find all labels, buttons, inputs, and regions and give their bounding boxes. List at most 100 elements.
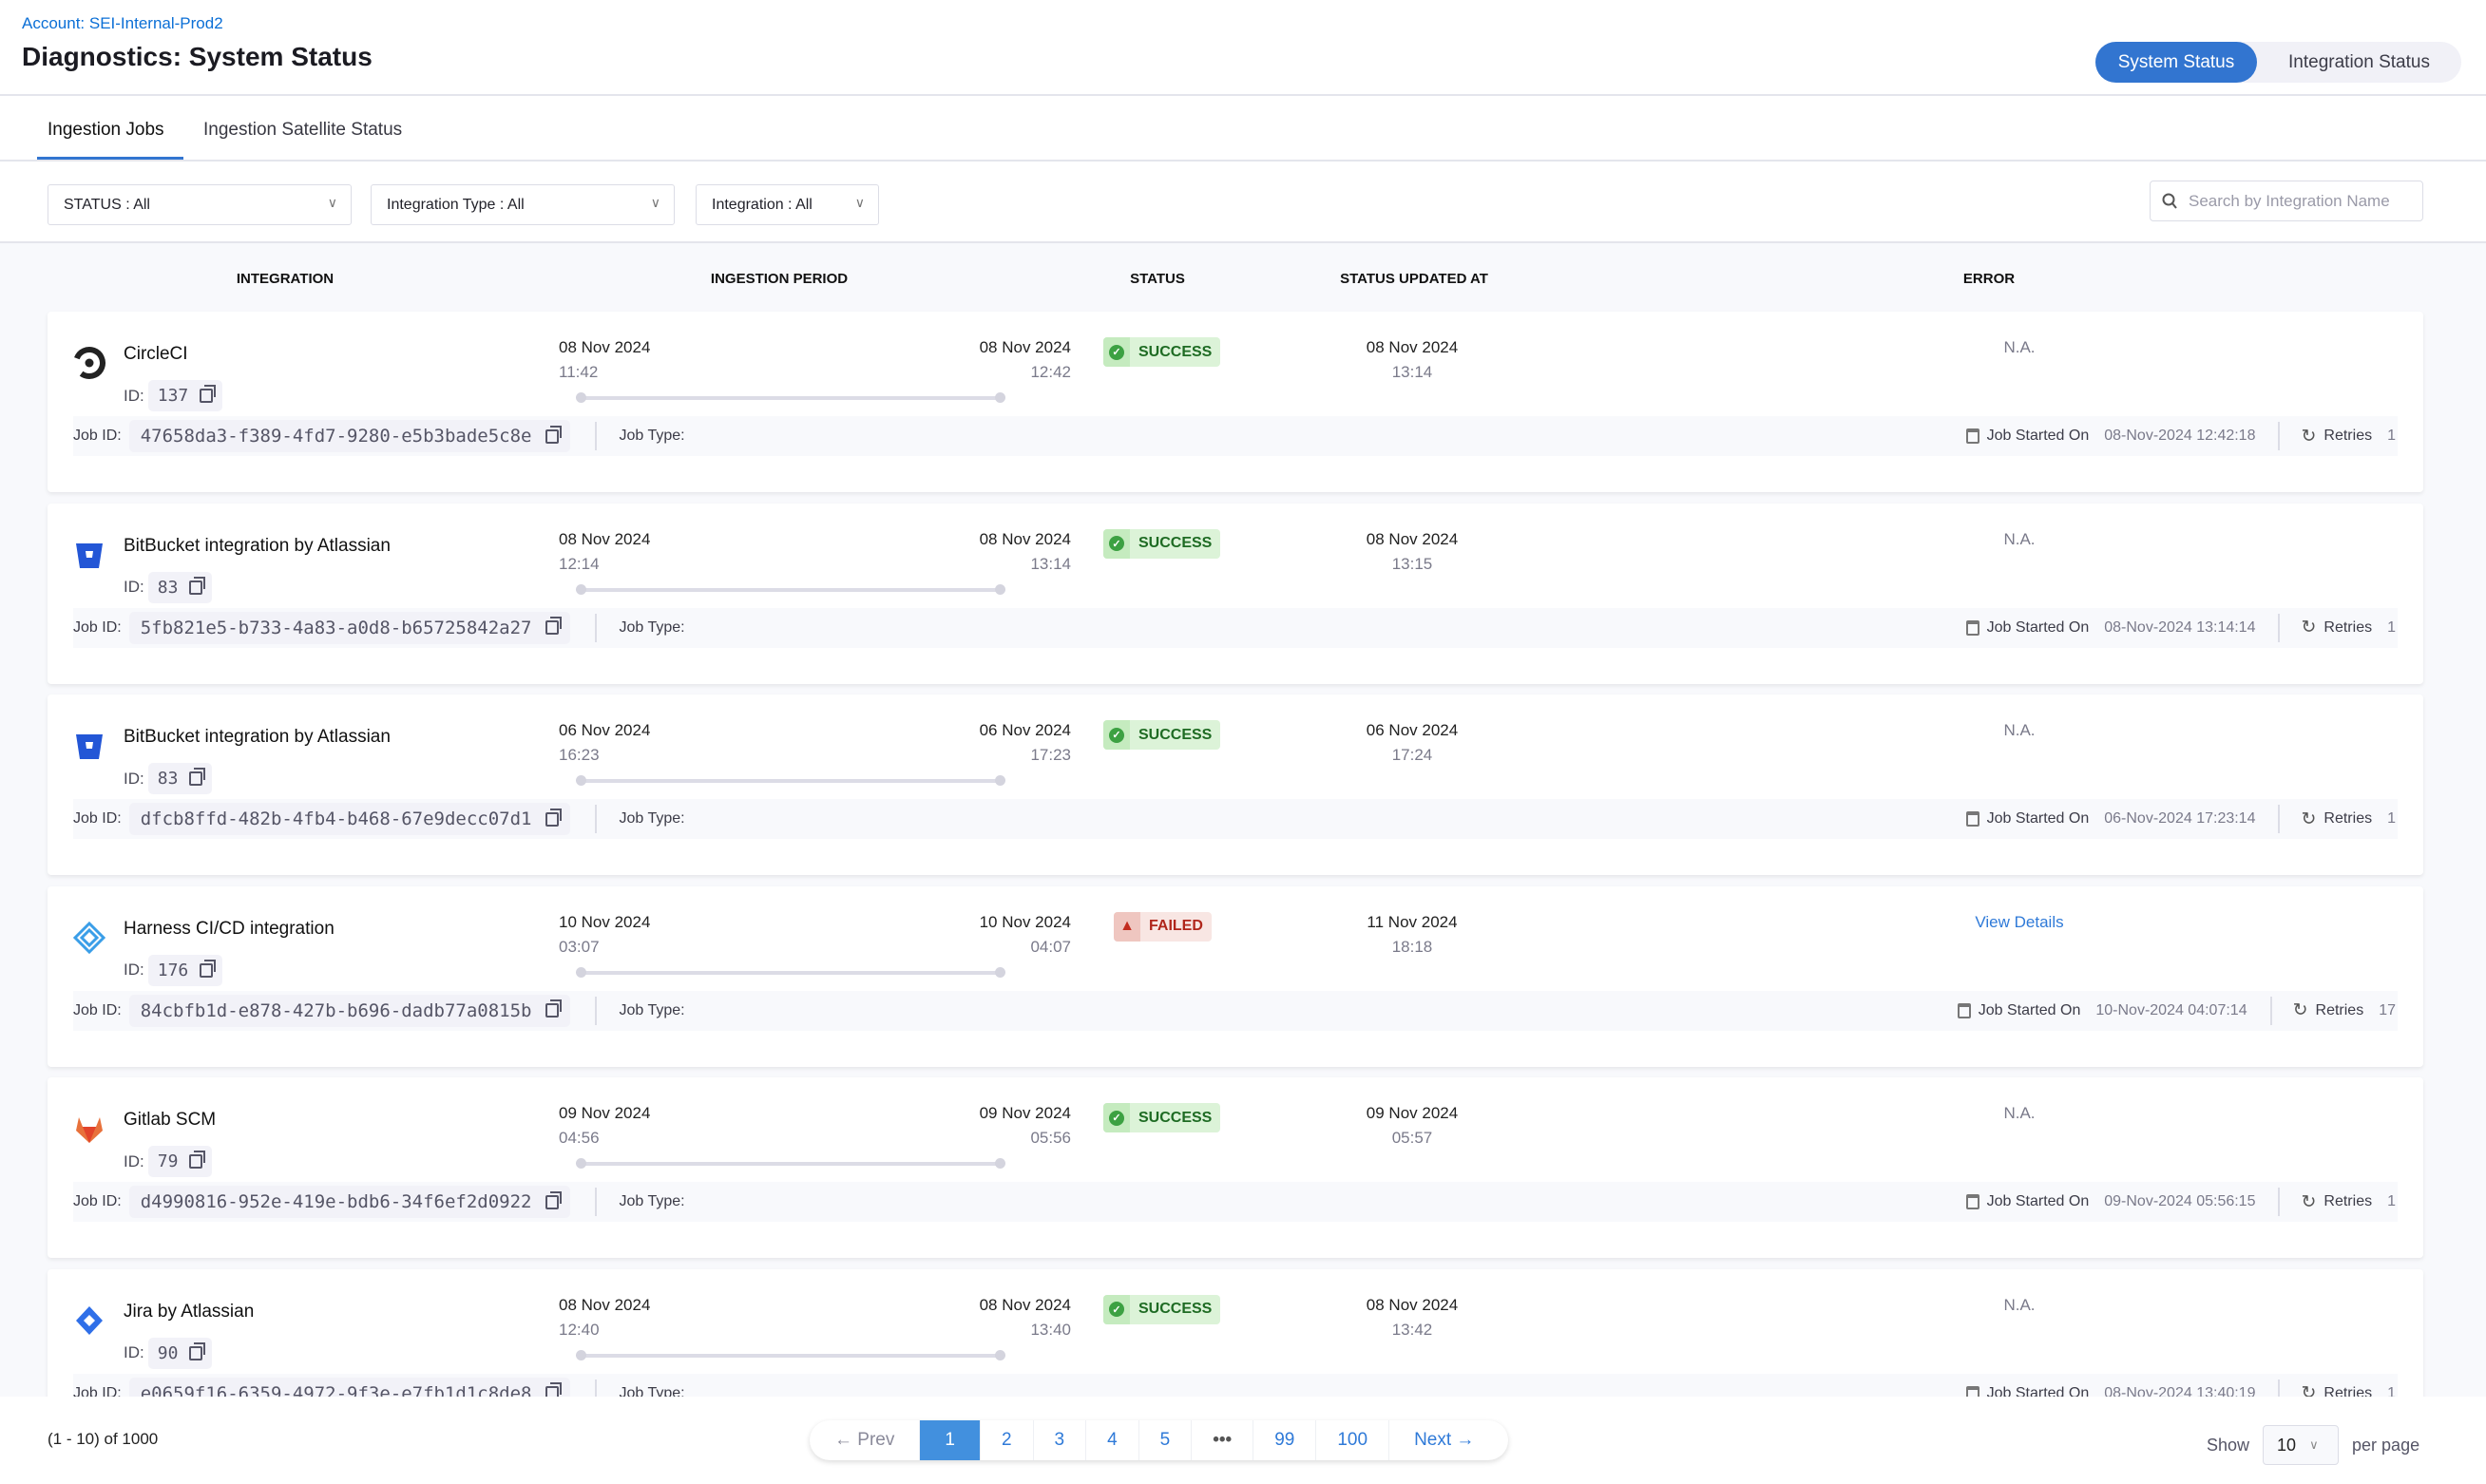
- result-range: (1 - 10) of 1000: [48, 1430, 159, 1448]
- status-filter[interactable]: STATUS : All ∨: [48, 184, 352, 225]
- id-label: ID:: [124, 769, 144, 788]
- job-details-bar: Job ID: 84cbfb1d-e878-427b-b696-dadb77a0…: [73, 990, 2398, 1031]
- period-end-date: 06 Nov 2024: [979, 721, 1071, 739]
- page-button[interactable]: 1: [919, 1420, 980, 1460]
- status-text: SUCCESS: [1138, 726, 1213, 743]
- id-label: ID:: [124, 1151, 144, 1170]
- copy-icon[interactable]: [200, 385, 217, 403]
- integration-id-chip: 79: [147, 1146, 213, 1177]
- page-button[interactable]: 99: [1253, 1420, 1315, 1460]
- chevron-down-icon: ∨: [327, 195, 337, 210]
- retries-label: Retries: [2323, 428, 2373, 444]
- copy-icon[interactable]: [545, 425, 562, 444]
- copy-icon[interactable]: [545, 617, 562, 635]
- next-page-button[interactable]: Next →: [1388, 1420, 1508, 1460]
- period-start-time: 11:42: [559, 363, 599, 381]
- prev-page-button[interactable]: ← Prev: [834, 1430, 895, 1450]
- period-start-time: 03:07: [559, 937, 600, 956]
- integration-filter-label: Integration : All: [712, 196, 813, 213]
- copy-icon[interactable]: [189, 768, 206, 786]
- search-placeholder: Search by Integration Name: [2189, 191, 2390, 210]
- job-started-value: 09-Nov-2024 05:56:15: [2104, 1193, 2256, 1209]
- page-size-value: 10: [2277, 1435, 2297, 1455]
- integration-id: ID: 137: [124, 380, 223, 411]
- copy-icon[interactable]: [545, 808, 562, 827]
- calendar-icon: [1965, 619, 1979, 636]
- status-badge: ✓ SUCCESS: [1103, 720, 1221, 750]
- job-id-value: 5fb821e5-b733-4a83-a0d8-b65725842a27: [140, 617, 532, 638]
- status-updated-date: 09 Nov 2024: [1366, 1104, 1459, 1122]
- integration-filter[interactable]: Integration : All ∨: [696, 184, 879, 225]
- retries-value: 1: [2387, 1193, 2396, 1209]
- system-status-button[interactable]: System Status: [2095, 42, 2257, 83]
- refresh-icon: ↻: [2301, 426, 2317, 447]
- page-button[interactable]: 4: [1085, 1420, 1138, 1460]
- page-button[interactable]: 5: [1138, 1420, 1192, 1460]
- status-badge: ✓ SUCCESS: [1103, 1103, 1221, 1132]
- divider: [0, 160, 2486, 162]
- integration-name: Gitlab SCM: [124, 1110, 217, 1130]
- status-updated-date: 06 Nov 2024: [1366, 721, 1459, 739]
- chevron-down-icon: ∨: [650, 195, 660, 210]
- jira-icon: [72, 1303, 106, 1338]
- divider: [594, 1188, 597, 1216]
- integration-type-filter[interactable]: Integration Type : All ∨: [371, 184, 675, 225]
- status-updated-date: 08 Nov 2024: [1366, 529, 1459, 548]
- integration-id: ID: 79: [124, 1146, 213, 1177]
- column-header-status: STATUS: [1130, 271, 1185, 287]
- job-id-label: Job ID:: [73, 618, 122, 636]
- job-meta: Job Started On 08-Nov-2024 13:14:14 ↻ Re…: [1965, 613, 2398, 642]
- integration-id-chip: 90: [147, 1337, 213, 1369]
- integration-id-chip: 137: [147, 380, 223, 411]
- divider: [0, 241, 2486, 243]
- copy-icon[interactable]: [189, 1341, 206, 1360]
- divider: [0, 94, 2486, 96]
- period-start-date: 09 Nov 2024: [559, 1104, 651, 1122]
- job-card: CircleCI ID: 137 08 Nov 2024 11:42 08 Nov…: [48, 312, 2423, 492]
- period-end-date: 08 Nov 2024: [979, 338, 1071, 356]
- page-size-select[interactable]: 10 ∨: [2263, 1425, 2340, 1465]
- job-type-label: Job Type:: [619, 810, 685, 827]
- search-input[interactable]: Search by Integration Name: [2150, 181, 2423, 221]
- divider: [594, 422, 597, 450]
- tab-ingestion-satellite-status[interactable]: Ingestion Satellite Status: [203, 120, 403, 140]
- copy-icon[interactable]: [189, 1151, 206, 1169]
- status-updated-time: 13:15: [1391, 554, 1433, 573]
- job-started-label: Job Started On: [1986, 618, 2090, 636]
- view-details-link[interactable]: View Details: [1975, 912, 2064, 931]
- job-id-value: 47658da3-f389-4fd7-9280-e5b3bade5c8e: [140, 426, 532, 447]
- error-text: N.A.: [2003, 1104, 2036, 1122]
- page-button[interactable]: 100: [1315, 1420, 1388, 1460]
- status-updated-time: 17:24: [1391, 746, 1433, 764]
- calendar-icon: [1965, 1194, 1979, 1209]
- divider: [2278, 1188, 2281, 1216]
- search-icon: [2162, 193, 2177, 209]
- divider: [594, 613, 597, 642]
- copy-icon[interactable]: [200, 959, 217, 978]
- integration-id: ID: 83: [124, 763, 213, 794]
- circleci-icon: [72, 346, 106, 380]
- divider: [2278, 422, 2281, 450]
- copy-icon[interactable]: [545, 1190, 562, 1209]
- integration-status-button[interactable]: Integration Status: [2288, 51, 2430, 72]
- copy-icon[interactable]: [189, 576, 206, 595]
- check-circle-icon: ✓: [1103, 720, 1130, 750]
- period-start-date: 08 Nov 2024: [559, 338, 651, 356]
- page-button[interactable]: 2: [979, 1420, 1033, 1460]
- job-details-bar: Job ID: 5fb821e5-b733-4a83-a0d8-b6572584…: [73, 607, 2398, 648]
- retries-value: 1: [2387, 428, 2396, 444]
- period-end-time: 13:40: [1030, 1320, 1071, 1339]
- tab-ingestion-jobs[interactable]: Ingestion Jobs: [48, 120, 164, 140]
- id-label: ID:: [124, 961, 144, 979]
- page-button[interactable]: 3: [1032, 1420, 1086, 1460]
- retries-label: Retries: [2323, 618, 2373, 636]
- job-id-value: d4990816-952e-419e-bdb6-34f6ef2d0922: [140, 1191, 532, 1212]
- integration-id: ID: 90: [124, 1337, 213, 1369]
- retries-label: Retries: [2323, 1193, 2373, 1209]
- copy-icon[interactable]: [545, 999, 562, 1018]
- check-circle-icon: ✓: [1103, 1294, 1130, 1324]
- column-header-integration: INTEGRATION: [236, 271, 335, 287]
- period-end-time: 05:56: [1030, 1129, 1071, 1147]
- active-tab-indicator: [37, 157, 183, 160]
- job-started-value: 08-Nov-2024 12:42:18: [2104, 428, 2256, 444]
